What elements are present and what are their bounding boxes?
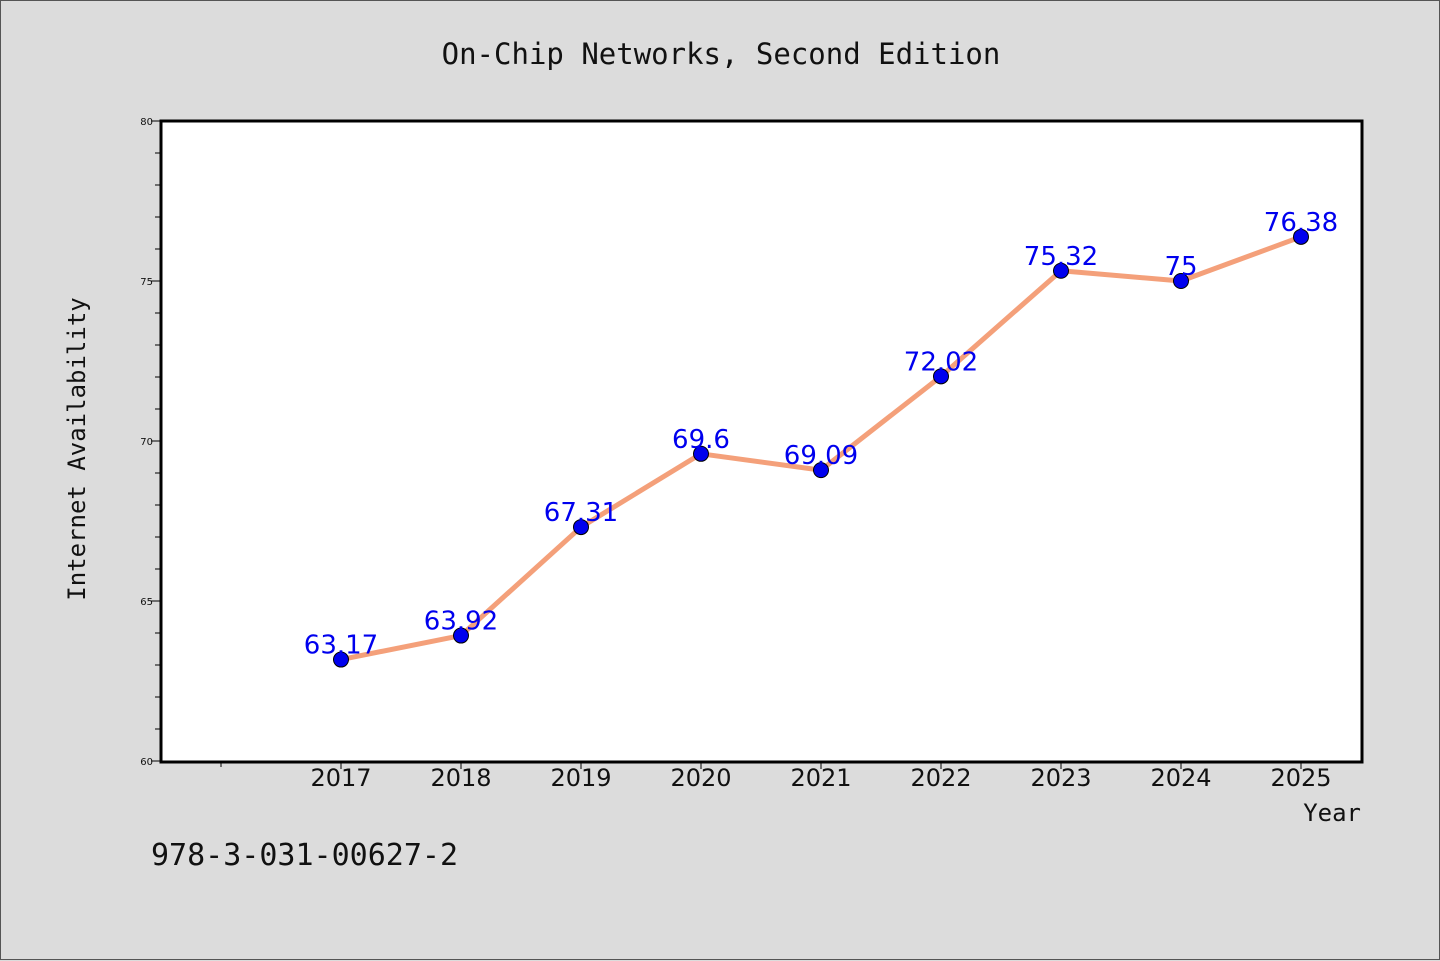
data-point [1053,262,1069,279]
y-tick-label: 60 [140,757,153,768]
data-label: 63.92 [424,607,498,637]
series-markers [333,228,1309,668]
y-tick-label: 80 [140,117,153,128]
data-labels: 63.17 63.92 67.31 69.6 69.09 72.02 75.32 75 76.3… [304,208,1338,661]
data-label: 75.32 [1024,242,1098,272]
x-tick-label: 2022 [910,764,971,792]
data-label: 69.09 [784,441,858,471]
x-tick-label: 2018 [430,764,491,792]
x-tick-label: 2025 [1270,764,1331,792]
x-tick-label: 2017 [310,764,371,792]
data-point [1293,228,1309,245]
isbn-text: 978-3-031-00627-2 [151,838,458,873]
data-point [333,651,349,668]
y-tick-label: 70 [140,437,153,448]
data-label: 76.38 [1264,208,1338,238]
data-point [693,445,709,462]
x-tick-label: 2021 [790,764,851,792]
data-point [1173,273,1189,289]
x-tick-label: 2023 [1030,764,1091,792]
x-axis-title: Year [1303,799,1361,827]
data-label: 63.17 [304,631,378,661]
data-label: 67.31 [544,498,618,528]
x-tick-label: 2019 [550,764,611,792]
data-point [573,519,589,536]
x-tick-label: 2024 [1150,764,1211,792]
y-axis-title: Internet Availability [63,297,91,600]
y-axis: 60 65 70 75 80 [140,117,161,768]
data-label: 75 [1164,252,1197,282]
y-tick-label: 75 [140,277,153,288]
data-label: 69.6 [672,425,730,455]
data-point [453,627,469,644]
x-axis: 2017 2018 2019 2020 2021 2022 2023 2024 2025 [220,761,1332,792]
chart-title: On-Chip Networks, Second Edition [442,37,1001,71]
y-tick-label: 65 [140,597,153,608]
data-point [813,462,829,479]
data-label: 72.02 [904,347,978,377]
data-point [933,368,949,385]
x-tick-label: 2020 [670,764,731,792]
